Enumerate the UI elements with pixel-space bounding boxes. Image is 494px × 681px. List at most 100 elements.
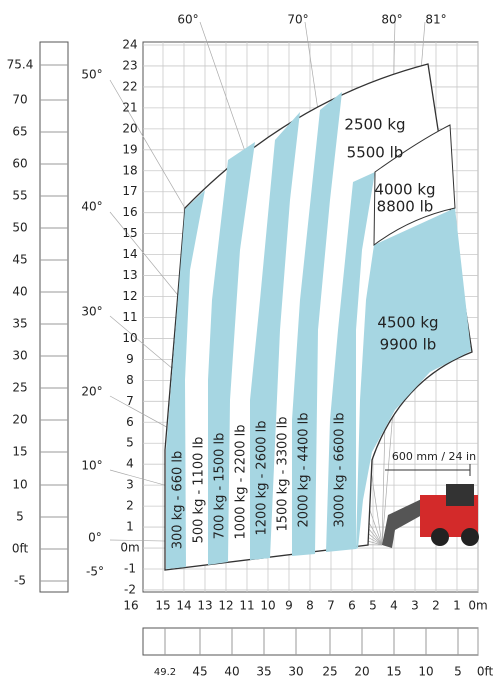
height-m-label: 12	[122, 289, 137, 303]
angle-label: 50°	[81, 68, 102, 82]
distance-ft-label: 30	[288, 665, 303, 679]
zone-divider	[373, 124, 456, 247]
height-ft-label: 70	[12, 93, 27, 107]
height-m-label: 8	[126, 373, 134, 387]
distance-ft-label: 15	[386, 665, 401, 679]
wheel	[461, 528, 479, 546]
height-m-label: 10	[122, 331, 137, 345]
band	[208, 142, 255, 565]
zone-kg: 2500 kg	[344, 116, 405, 134]
angle-label: 80°	[381, 13, 402, 27]
distance-m-label: 9	[285, 599, 293, 613]
reach-note: 600 mm / 24 in	[392, 450, 476, 463]
height-m-label: 16	[122, 205, 137, 219]
height-m-label: 20	[122, 121, 137, 135]
height-m-label: 22	[122, 79, 137, 93]
band	[326, 172, 375, 552]
distance-m-label: 7	[327, 599, 335, 613]
height-m-label: 24	[122, 38, 137, 52]
height-ft-label: 40	[12, 285, 27, 299]
distance-m-label: 2	[432, 599, 440, 613]
distance-m-label: 6	[348, 599, 356, 613]
zone-kg: 4500 kg	[377, 314, 438, 332]
band-label: 500 kg - 1100 lb	[192, 437, 207, 544]
distance-m-label: 14	[176, 599, 191, 613]
angle-label: 20°	[81, 385, 102, 399]
distance-m-label: 5	[369, 599, 377, 613]
height-m-label: 23	[122, 58, 137, 72]
angle-label: 10°	[81, 459, 102, 473]
zone-lb: 5500 lb	[347, 144, 404, 162]
height-m-label: 3	[126, 478, 134, 492]
distance-m-label: 13	[197, 599, 212, 613]
machine	[382, 484, 479, 548]
band	[250, 112, 300, 560]
distance-m-label: 1	[453, 599, 461, 613]
distance-ft-label: 25	[322, 665, 337, 679]
zone-lb: 8800 lb	[377, 198, 434, 216]
height-ft-label: -5	[14, 574, 26, 588]
band-label: 1500 kg - 3300 lb	[276, 416, 291, 531]
height-ft-label: 25	[12, 381, 27, 395]
height-m-label: 2	[126, 499, 134, 513]
distance-ft-label: 10	[418, 665, 433, 679]
band-label: 3000 kg - 6600 lb	[333, 412, 348, 527]
distance-ft-label: 20	[354, 665, 369, 679]
angle-label: 60°	[177, 13, 198, 27]
height-m-label: 15	[122, 226, 137, 240]
height-ft-label: 15	[12, 445, 27, 459]
height-ft-label: 5	[16, 510, 24, 524]
ft-ruler-bottom	[142, 627, 479, 656]
angle-label: 0°	[88, 531, 102, 545]
height-m-label: 13	[122, 268, 137, 282]
distance-ft-label: 49.2	[154, 667, 176, 678]
height-m-label: -2	[124, 582, 136, 596]
cab	[446, 484, 474, 506]
height-m-label: 18	[122, 163, 137, 177]
height-ft-label: 75.4	[7, 58, 34, 72]
band-label: 1200 kg - 2600 lb	[255, 420, 270, 535]
zone-lb: 9900 lb	[380, 336, 437, 354]
distance-m-label: 12	[218, 599, 233, 613]
height-ft-label: 45	[12, 253, 27, 267]
band	[166, 190, 205, 569]
distance-ft-label: 35	[256, 665, 271, 679]
height-m-label: 0m	[120, 541, 139, 555]
height-m-label: 4	[126, 457, 134, 471]
height-ft-label: 0ft	[12, 542, 29, 556]
band-label: 2000 kg - 4400 lb	[297, 412, 312, 527]
height-ft-label: 10	[12, 478, 27, 492]
distance-ft-label: 0ft	[477, 665, 494, 679]
distance-m-label: 15	[155, 599, 170, 613]
height-ft-label: 65	[12, 125, 27, 139]
height-ft-label: 55	[12, 189, 27, 203]
height-m-label: 19	[122, 142, 137, 156]
load-bands	[166, 92, 471, 569]
height-m-label: 6	[126, 415, 134, 429]
height-m-label: 14	[122, 247, 137, 261]
height-ft-label: 50	[12, 221, 27, 235]
distance-m-label: 0m	[468, 599, 487, 613]
height-m-label: 5	[126, 436, 134, 450]
height-m-label: 11	[122, 310, 137, 324]
angle-label: 40°	[81, 200, 102, 214]
height-m-label: 9	[126, 352, 134, 366]
angle-label: -5°	[86, 565, 104, 579]
distance-m-label: 3	[411, 599, 419, 613]
distance-m-label: 4	[390, 599, 398, 613]
distance-m-label: 11	[239, 599, 254, 613]
distance-m-label: 8	[306, 599, 314, 613]
band-label: 1000 kg - 2200 lb	[234, 424, 249, 539]
band-label: 700 kg - 1500 lb	[213, 433, 228, 540]
height-ft-label: 35	[12, 317, 27, 331]
distance-m-label: 16	[123, 599, 138, 613]
angle-label: 70°	[287, 13, 308, 27]
distance-m-label: 10	[260, 599, 275, 613]
angle-label: 81°	[425, 13, 446, 27]
distance-ft-label: 45	[192, 665, 207, 679]
height-ft-label: 30	[12, 349, 27, 363]
distance-ft-label: 40	[224, 665, 239, 679]
height-m-label: 21	[122, 100, 137, 114]
height-m-label: 7	[126, 394, 134, 408]
